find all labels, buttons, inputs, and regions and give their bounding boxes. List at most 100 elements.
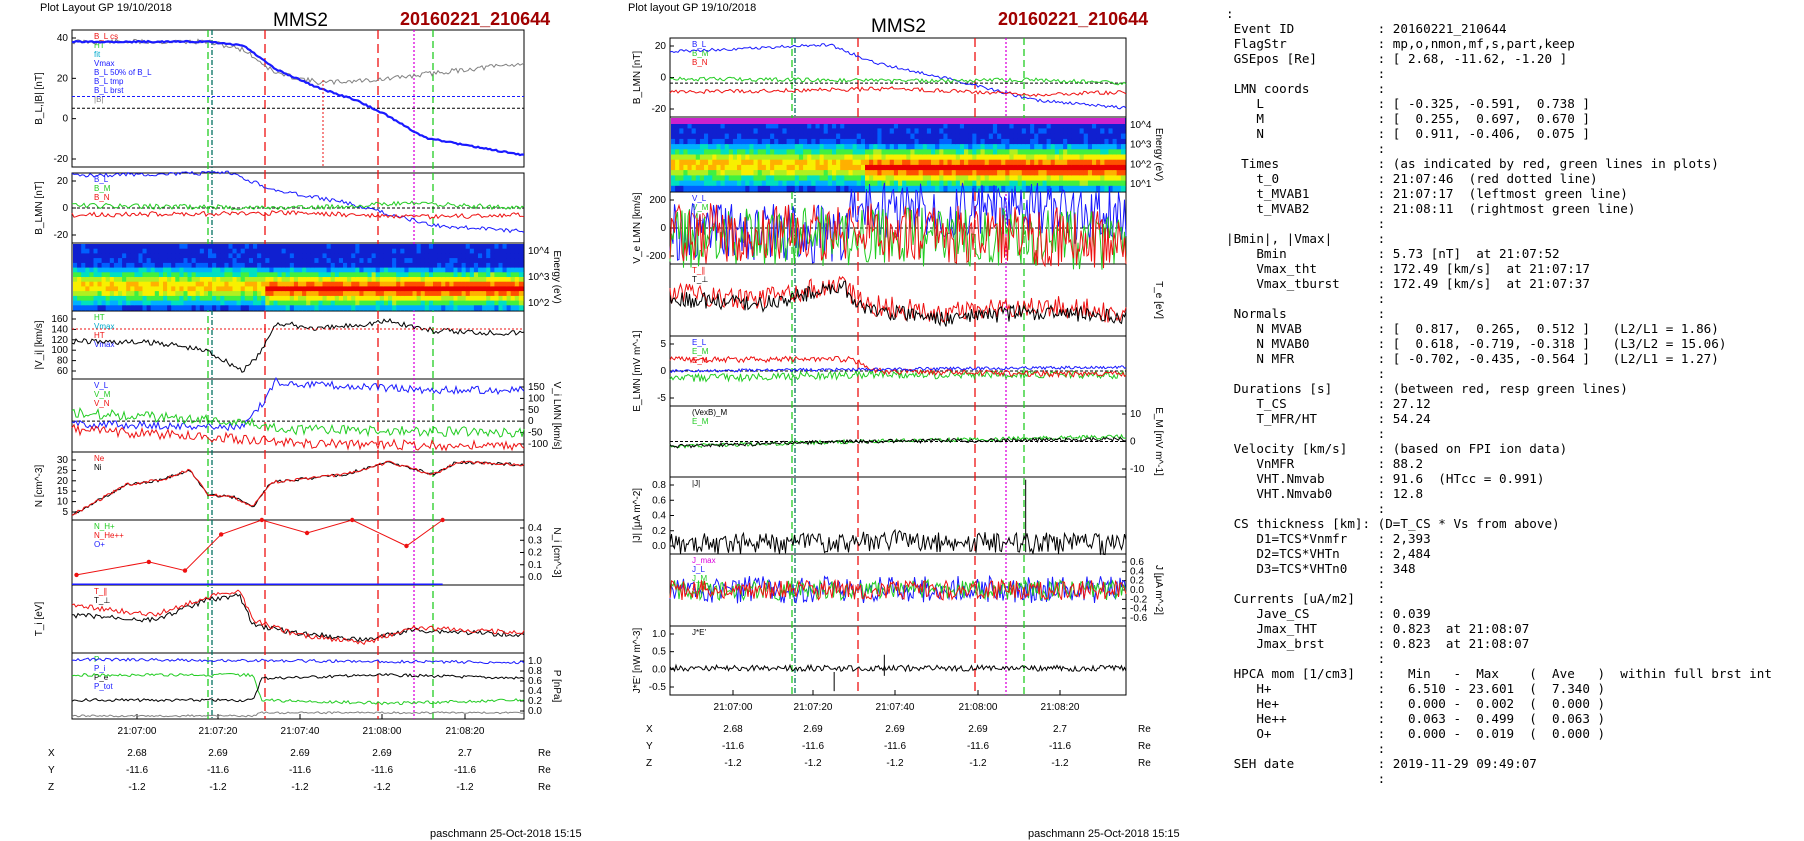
y-tick-label: 0.8 xyxy=(528,666,542,677)
spectrogram-cell xyxy=(1071,144,1076,150)
spectrogram-cell xyxy=(898,170,903,176)
spectrogram-cell xyxy=(984,138,990,145)
spectrogram-cell xyxy=(1054,164,1060,171)
spectrogram-cell xyxy=(1050,138,1056,145)
spectrogram-cell xyxy=(1017,133,1023,140)
spectrogram-cell xyxy=(1038,138,1043,145)
spectrogram-cell xyxy=(113,286,119,292)
spectrogram-cell xyxy=(1025,123,1031,129)
spectrogram-cell xyxy=(359,291,365,297)
y-tick-label: 0.2 xyxy=(528,696,542,707)
spectrogram-cell xyxy=(712,123,717,129)
spectrogram-cell xyxy=(199,305,205,311)
spectrogram-cell xyxy=(675,128,680,135)
spectrogram-cell xyxy=(457,300,463,306)
spectrogram-cell xyxy=(1083,144,1089,150)
spectrogram-cell xyxy=(257,258,262,264)
spectrogram-cell xyxy=(465,291,471,297)
spectrogram-cell xyxy=(798,149,804,156)
spectrogram-cell xyxy=(367,291,373,297)
spectrogram-cell xyxy=(1096,159,1101,166)
spectrogram-cell xyxy=(502,277,508,283)
spectrogram-cell xyxy=(737,128,742,135)
pos-row-value: -11.6 xyxy=(802,741,824,752)
spectrogram-cell xyxy=(1017,164,1023,171)
spectrogram-cell xyxy=(412,281,418,287)
spectrogram-cell xyxy=(158,291,164,297)
spectrogram-cell xyxy=(253,305,258,311)
spectrogram-cell xyxy=(926,180,932,187)
spectrogram-cell xyxy=(167,258,172,264)
legend-entry: E_M xyxy=(692,347,709,356)
spectrogram-cell xyxy=(183,281,189,287)
spectrogram-cell xyxy=(404,277,410,283)
spectrogram-cell xyxy=(473,281,479,287)
spectrogram-cell xyxy=(126,248,131,254)
spectrogram-cell xyxy=(675,180,680,187)
spectrogram-cell xyxy=(77,267,82,273)
spectrogram-cell xyxy=(265,253,270,259)
spectrogram-cell xyxy=(412,300,418,306)
spectrogram-cell xyxy=(118,277,123,283)
spectrogram-cell xyxy=(306,281,311,287)
spectrogram-cell xyxy=(298,262,303,269)
spectrogram-cell xyxy=(109,253,115,259)
spectrogram-cell xyxy=(741,144,746,150)
spectrogram-cell xyxy=(89,253,95,259)
spectrogram-cell xyxy=(158,272,164,278)
spectrogram-cell xyxy=(737,149,742,156)
spectrogram-cell xyxy=(1017,123,1023,129)
spectrogram-cell xyxy=(770,123,775,129)
spectrogram-cell xyxy=(101,262,107,269)
summary-line: SEH date : 2019-11-29 09:49:07 xyxy=(1226,756,1537,771)
spectrogram-cell xyxy=(113,272,119,278)
spectrogram-cell xyxy=(881,164,887,171)
spectrogram-cell xyxy=(158,295,164,302)
spectrogram-cell xyxy=(671,185,676,192)
spectrogram-cell xyxy=(379,277,385,283)
spectrogram-cell xyxy=(1005,159,1010,166)
spectrogram-cell xyxy=(388,253,393,259)
spectrogram-cell xyxy=(445,277,450,283)
spectrogram-cell xyxy=(449,258,455,264)
spectrogram-cell xyxy=(433,300,438,306)
spectrogram-cell xyxy=(248,244,254,250)
spectrogram-cell xyxy=(951,180,957,187)
spectrogram-cell xyxy=(1009,175,1015,182)
spectrogram-cell xyxy=(167,286,172,292)
spectrogram-cell xyxy=(914,154,920,161)
spectrogram-cell xyxy=(490,291,495,297)
summary-line: N MVAB : [ 0.817, 0.265, 0.512 ] (L2/L1 … xyxy=(1226,321,1719,336)
spectrogram-cell xyxy=(782,133,788,140)
spectrogram-cell xyxy=(97,286,103,292)
spectrogram-cell xyxy=(420,267,426,273)
spectrogram-cell xyxy=(433,281,438,287)
spectrogram-cell xyxy=(85,291,90,297)
spectrogram-cell xyxy=(972,144,977,150)
spectrogram-cell xyxy=(277,295,283,302)
spectrogram-cell xyxy=(976,144,982,150)
spectrogram-cell xyxy=(363,291,369,297)
spectrogram-cell xyxy=(1120,159,1126,166)
spectrogram-cell xyxy=(334,300,340,306)
spectrogram-cell xyxy=(732,149,738,156)
spectrogram-cell xyxy=(351,295,356,302)
spectrogram-cell xyxy=(191,305,197,311)
spectrogram-cell xyxy=(388,248,393,254)
spectrogram-cell xyxy=(122,291,127,297)
spectrogram-cell xyxy=(947,164,953,171)
summary-line: N MFR : [ -0.702, -0.435, -0.564 ] (L2/L… xyxy=(1226,351,1719,366)
spectrogram-cell xyxy=(408,272,414,278)
spectrogram-cell xyxy=(253,277,258,283)
spectrogram-cell xyxy=(761,175,767,182)
spectrogram-cell xyxy=(1104,133,1110,140)
spectrogram-cell xyxy=(314,248,320,254)
summary-line: H+ : 6.510 - 23.601 ( 7.340 ) xyxy=(1226,681,1606,696)
spectrogram-cell xyxy=(1079,123,1085,129)
spectrogram-cell xyxy=(175,291,180,297)
spectrogram-cell xyxy=(959,128,965,135)
spectrogram-cell xyxy=(922,175,928,182)
spectrogram-cell xyxy=(281,300,287,306)
spectrogram-cell xyxy=(984,133,990,140)
spectrogram-cell xyxy=(412,262,418,269)
